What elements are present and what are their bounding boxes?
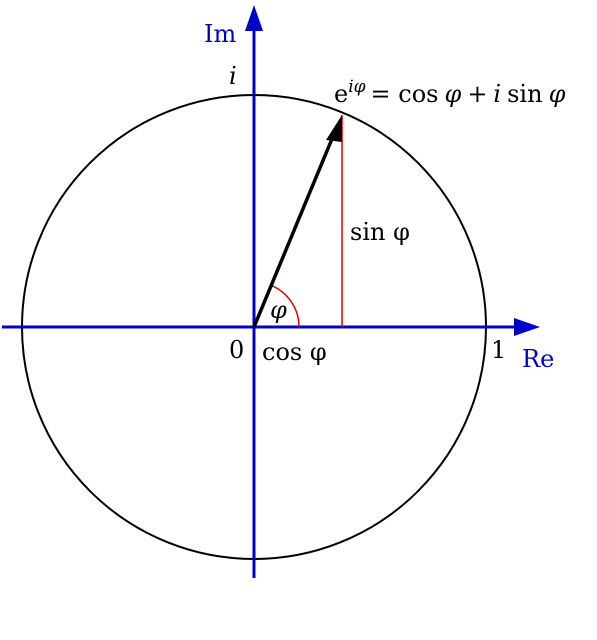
- real-axis-arrow: [514, 318, 540, 336]
- imaginary-label: Im: [204, 20, 236, 48]
- formula-part: sin: [507, 80, 542, 108]
- origin-label: 0: [229, 336, 244, 364]
- angle-label: φ: [270, 296, 287, 324]
- formula-part: φ: [549, 80, 566, 108]
- real-label: Re: [522, 345, 554, 373]
- formula-part: +: [467, 80, 487, 108]
- formula-part: i: [493, 80, 501, 108]
- formula-base: e: [334, 80, 348, 108]
- formula: eiφ = cos φ + i sin φ: [334, 77, 566, 108]
- formula-part: φ: [445, 80, 462, 108]
- formula-exponent: iφ: [348, 77, 365, 97]
- angle-arc: [270, 284, 300, 328]
- formula-part: = cos: [371, 80, 439, 108]
- phasor-arrowhead: [326, 115, 342, 142]
- i-label: i: [229, 62, 237, 90]
- sin-label: sin φ: [350, 218, 410, 246]
- imaginary-axis-arrow: [245, 5, 263, 31]
- phasor: [252, 133, 336, 328]
- cos-label: cos φ: [262, 338, 327, 366]
- one-label: 1: [491, 336, 506, 364]
